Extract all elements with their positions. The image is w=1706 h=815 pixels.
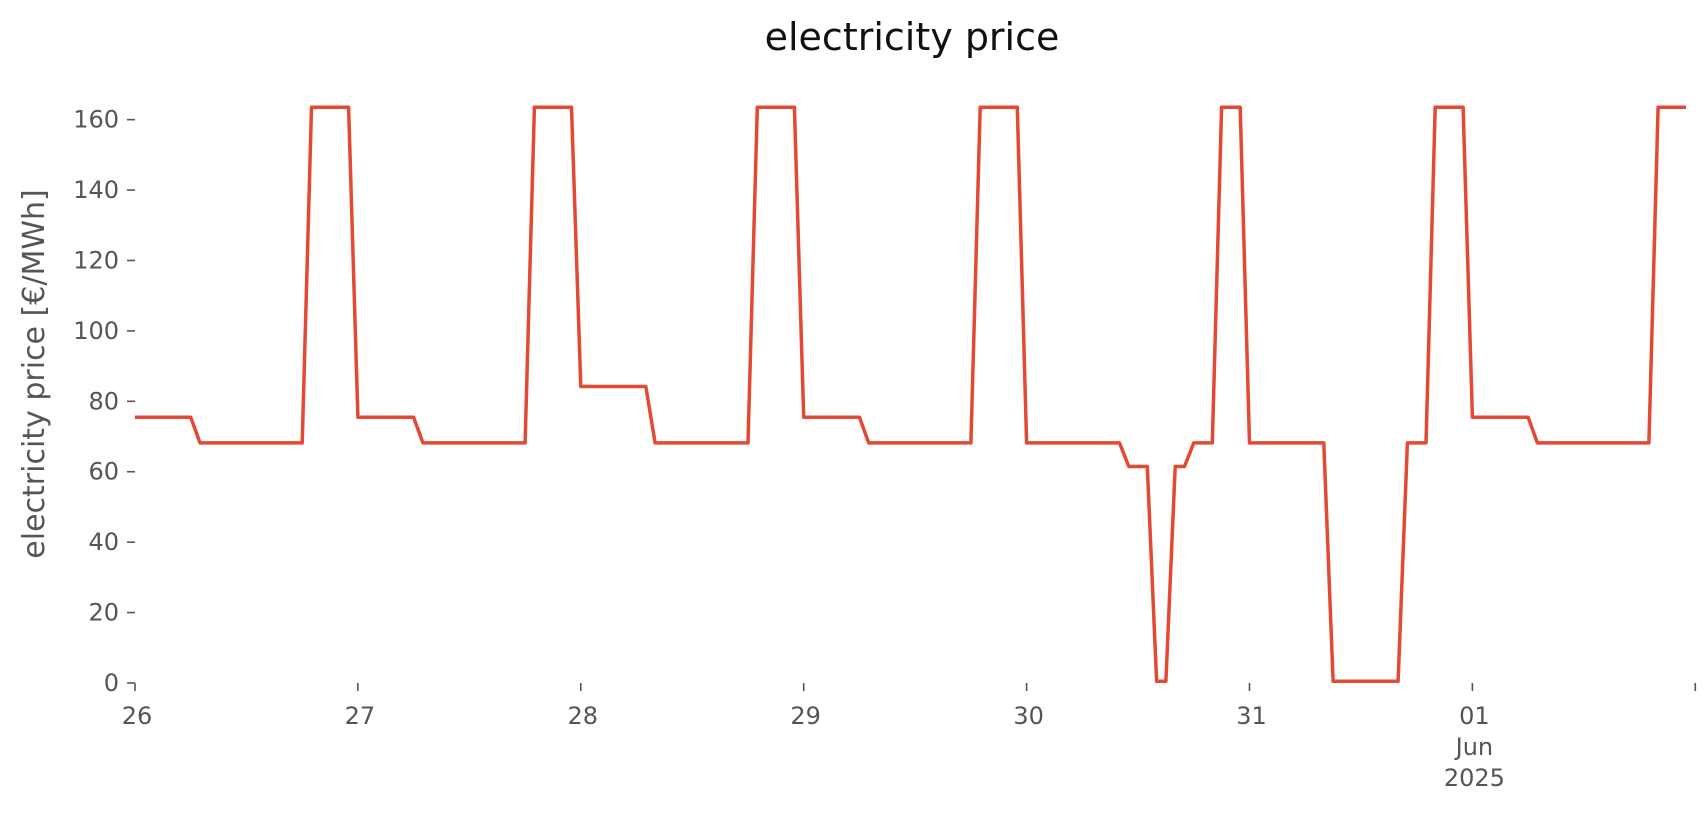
x-tick-label: 27 (345, 702, 376, 730)
x-tick-label: 28 (568, 702, 599, 730)
y-tick-label: 120 (73, 246, 119, 274)
x-tick-label: 29 (790, 702, 821, 730)
y-tick-label: 60 (88, 458, 119, 486)
y-tick-label: 100 (73, 317, 119, 345)
series-group (135, 105, 1686, 683)
y-tick-label: 0 (104, 669, 119, 697)
x-axis-ticks: 26 27 28 29 30 31 01 Jun 2025 (122, 683, 1697, 792)
x-tick-label: 31 (1236, 702, 1267, 730)
y-tick-label: 140 (73, 176, 119, 204)
y-tick-label: 80 (88, 387, 119, 415)
chart-title: electricity price (765, 15, 1060, 59)
y-tick-label: 160 (73, 106, 119, 134)
y-tick-label: 20 (88, 599, 119, 627)
price-series-line (135, 105, 1686, 683)
y-axis-ticks: 0 20 40 60 80 100 120 140 160 (73, 106, 135, 697)
x-tick-label: 2025 (1444, 764, 1505, 792)
y-axis-label: electricity price [€/MWh] (17, 189, 52, 558)
y-tick-label: 40 (88, 528, 119, 556)
x-tick-label: 26 (122, 702, 153, 730)
x-tick-label: 01 (1459, 702, 1490, 730)
x-tick-label: 30 (1013, 702, 1044, 730)
x-tick-label: Jun (1454, 733, 1494, 761)
